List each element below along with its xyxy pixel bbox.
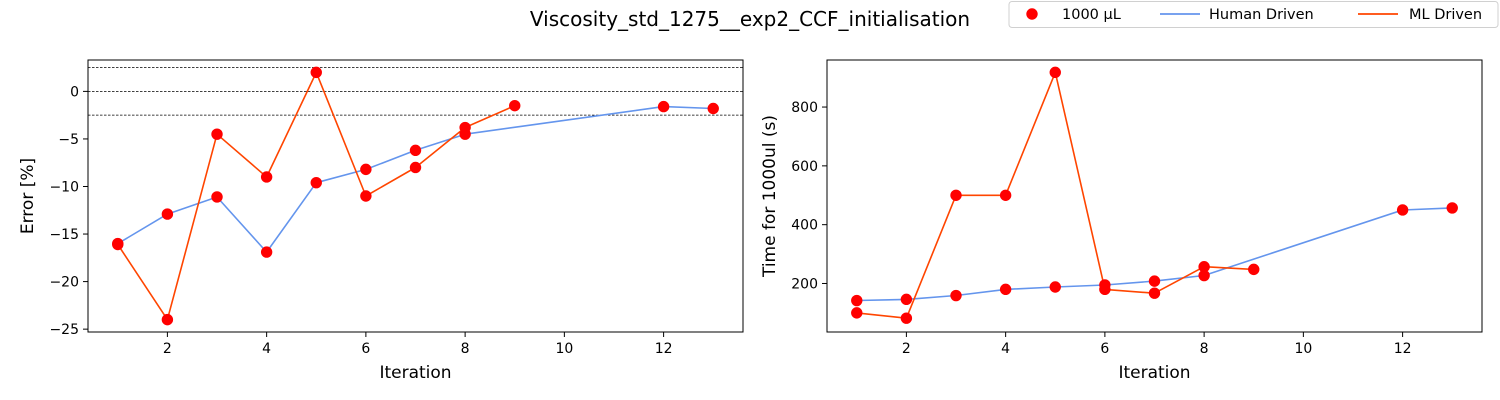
y-tick-label: 600 [791, 159, 818, 175]
legend-label: ML Driven [1409, 7, 1482, 23]
data-point-human-driven [310, 176, 322, 189]
legend: 1000 µL Human Driven ML Driven [1008, 1, 1499, 28]
data-point-ml-driven [1248, 263, 1260, 276]
y-tick-label: 800 [791, 100, 818, 116]
data-point-ml-driven [851, 307, 863, 319]
y-tick-label: 400 [791, 218, 818, 234]
series-line-ml-driven [117, 71, 516, 321]
data-point-human-driven [1446, 202, 1458, 214]
data-point-human-driven [1148, 275, 1161, 287]
data-point-human-driven [161, 208, 174, 220]
x-axis-label: Iteration [379, 363, 451, 383]
x-tick-label: 2 [902, 341, 911, 357]
y-tick-label: −25 [49, 322, 79, 338]
x-tick-label: 12 [1394, 341, 1412, 357]
data-point-human-driven [409, 144, 422, 157]
data-point-ml-driven [360, 190, 372, 202]
data-point-ml-driven [112, 238, 124, 251]
x-tick-label: 10 [1294, 341, 1312, 357]
data-point-ml-driven [459, 121, 471, 134]
data-point-ml-driven [1198, 261, 1210, 273]
data-point-ml-driven [1099, 283, 1111, 296]
legend-label: 1000 µL [1062, 7, 1121, 23]
y-tick-label: 0 [70, 84, 79, 100]
x-tick-label: 6 [1100, 341, 1109, 357]
x-tick-label: 8 [1200, 341, 1209, 357]
data-point-ml-driven [211, 128, 223, 140]
data-point-ml-driven [409, 161, 422, 174]
legend-label: Human Driven [1209, 7, 1314, 23]
data-point-ml-driven [900, 312, 913, 324]
x-axis-label: Iteration [1118, 363, 1190, 383]
data-point-ml-driven [1148, 287, 1161, 299]
x-tick-label: 8 [461, 341, 470, 357]
y-tick-label: −10 [49, 179, 79, 195]
x-tick-label: 12 [655, 341, 673, 357]
data-point-ml-driven [950, 189, 962, 201]
data-point-human-driven [1049, 281, 1061, 293]
data-point-ml-driven [509, 99, 521, 112]
data-point-ml-driven [1049, 66, 1061, 79]
data-point-ml-driven [310, 66, 322, 79]
data-point-human-driven [657, 100, 670, 113]
data-point-human-driven [1396, 204, 1409, 216]
data-point-human-driven [851, 294, 863, 307]
y-axis-label: Error [%] [18, 158, 38, 234]
data-point-human-driven [707, 102, 719, 115]
x-tick-label: 4 [1001, 341, 1010, 357]
series-line-human-driven [856, 207, 1453, 302]
y-tick-label: 200 [791, 276, 818, 292]
data-point-human-driven [950, 289, 962, 302]
axes-frame [87, 59, 744, 333]
data-point-human-driven [360, 163, 372, 176]
series-line-human-driven [117, 105, 714, 253]
legend-frame [1008, 1, 1499, 28]
y-tick-label: −5 [58, 132, 79, 148]
data-point-ml-driven [161, 313, 174, 326]
y-tick-label: −20 [49, 275, 79, 291]
data-point-human-driven [260, 246, 273, 258]
data-point-human-driven [900, 293, 913, 306]
y-tick-label: −15 [49, 227, 79, 243]
x-tick-label: 6 [361, 341, 370, 357]
data-point-human-driven [211, 191, 223, 203]
data-point-ml-driven [260, 171, 273, 183]
axes-frame [826, 59, 1483, 333]
x-tick-label: 4 [262, 341, 271, 357]
chart-title: Viscosity_std_1275__exp2_CCF_initialisat… [530, 7, 970, 31]
data-point-human-driven [999, 283, 1012, 296]
time-panel: 2 4 6 8 10 12 200 400 600 800 Iteration Time for 10… [760, 59, 1483, 383]
x-tick-label: 10 [555, 341, 573, 357]
data-point-ml-driven [999, 189, 1012, 201]
y-axis-label: Time for 1000ul (s) [760, 115, 780, 278]
error-panel: 2 4 6 8 10 12 −25 −20 −15 −10 −5 0 Iteration Error [%… [18, 59, 744, 383]
x-tick-label: 2 [163, 341, 172, 357]
legend-marker [1026, 8, 1038, 20]
